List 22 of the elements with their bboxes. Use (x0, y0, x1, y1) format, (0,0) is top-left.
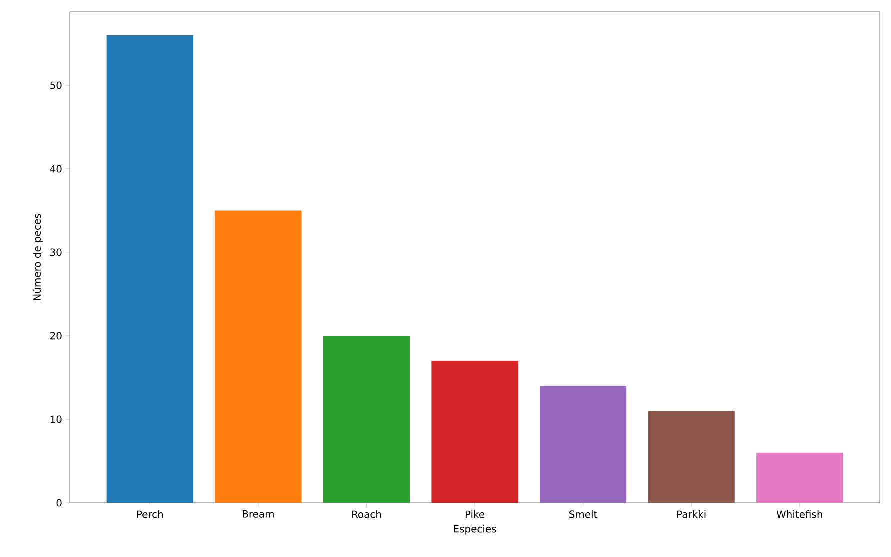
y-tick-label: 0 (56, 499, 62, 507)
x-tick-label: Bream (243, 510, 274, 518)
bar (756, 452, 844, 503)
x-tick-label: Pike (466, 510, 485, 518)
y-tick-label: 50 (50, 82, 62, 90)
bar (215, 210, 302, 503)
bar (648, 411, 735, 503)
x-tick-label: Perch (137, 510, 164, 518)
bar (106, 35, 194, 503)
bar (323, 336, 410, 503)
y-tick-label: 30 (50, 248, 62, 256)
x-tick-label: Whitefish (776, 510, 822, 518)
x-axis-title: Especies (454, 525, 496, 535)
y-tick-label: 10 (50, 416, 62, 424)
bar (540, 386, 627, 503)
y-tick-label: 20 (50, 332, 62, 340)
y-axis-title: Número de peces (32, 214, 43, 300)
x-tick-label: Smelt (570, 510, 598, 518)
bar (432, 361, 518, 503)
x-tick-label: Parkki (678, 510, 706, 518)
x-tick-label: Roach (352, 510, 382, 518)
y-tick-label: 40 (50, 165, 62, 173)
